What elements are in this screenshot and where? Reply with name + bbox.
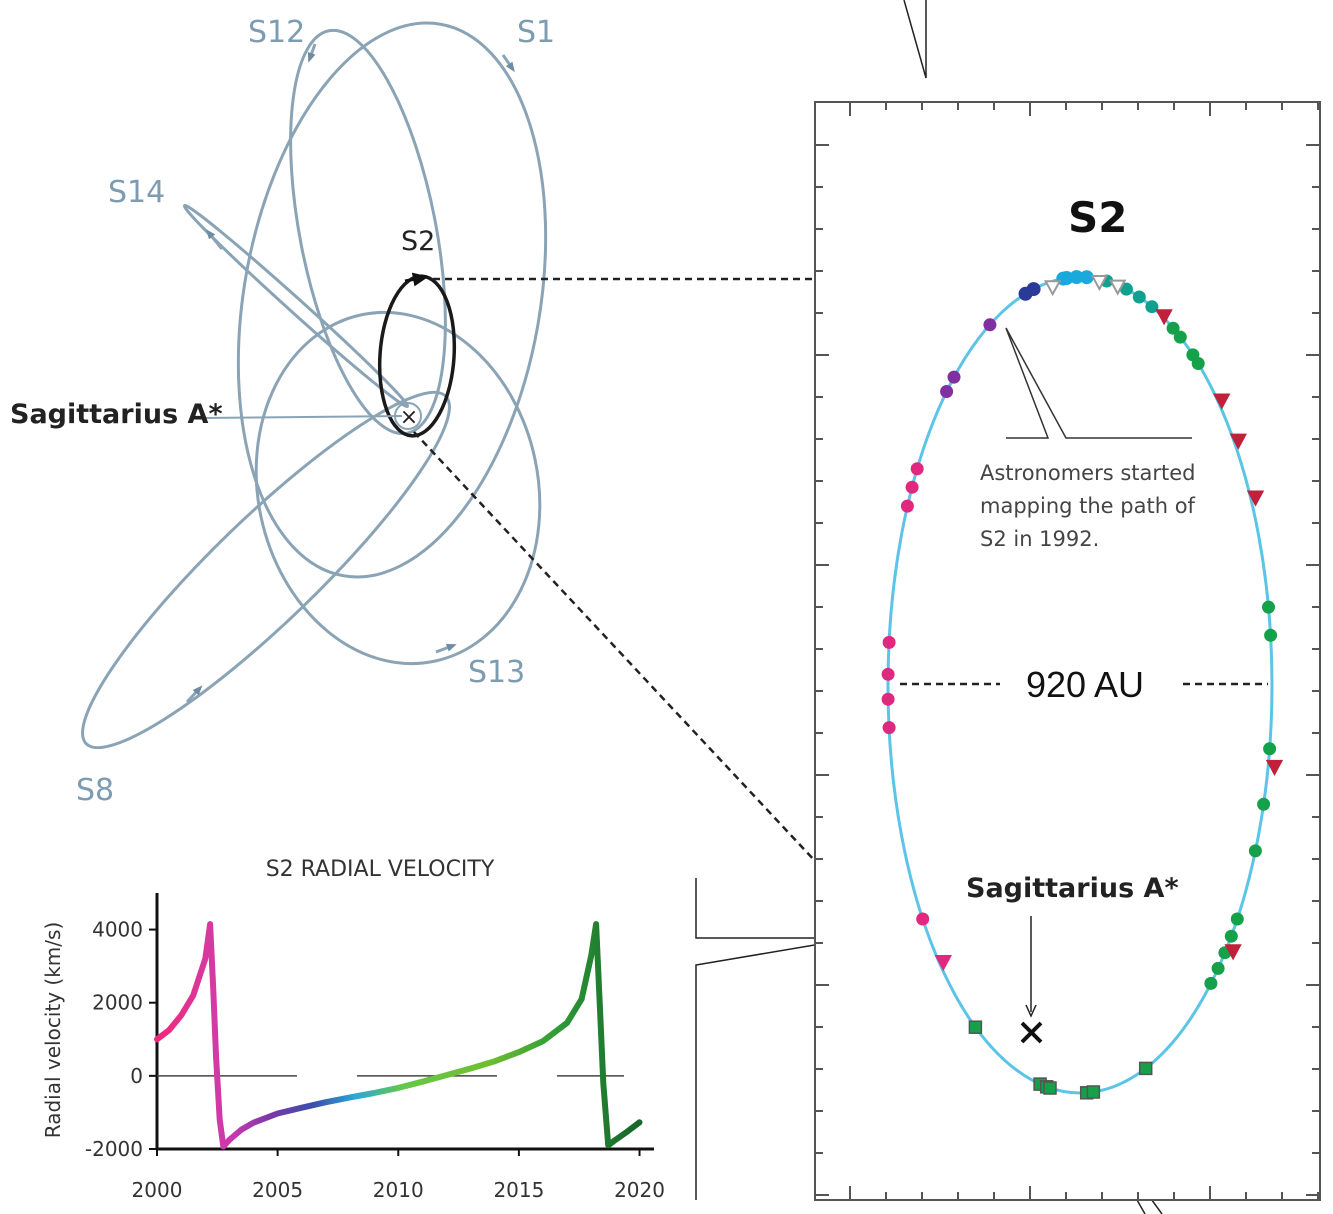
x-tick-label: 2010 — [373, 1178, 424, 1202]
note-line-3: S2 in 1992. — [980, 527, 1099, 551]
observation-box — [1086, 1085, 1101, 1099]
radial-velocity-curve — [154, 921, 643, 1150]
orbit-s14 — [182, 203, 410, 409]
chart-title: S2 RADIAL VELOCITY — [266, 857, 495, 882]
observation-dot — [916, 912, 930, 926]
observation-triangle — [1043, 280, 1062, 297]
observation-dot — [900, 499, 914, 513]
orbit-s12 — [289, 28, 447, 436]
y-tick-label: 0 — [130, 1064, 143, 1088]
observation-triangle — [1213, 393, 1231, 410]
star-label-s13: S13 — [468, 655, 525, 690]
observation-box — [968, 1020, 983, 1034]
star-label-s12: S12 — [248, 15, 305, 50]
observation-box — [1138, 1061, 1153, 1076]
observation-dot — [1262, 600, 1275, 614]
observation-triangle — [1265, 759, 1284, 776]
note-callout-lines — [1005, 327, 1050, 439]
star-label-s8: S8 — [76, 773, 114, 808]
observation-dot — [1132, 290, 1146, 304]
observation-triangle — [1090, 274, 1109, 292]
y-tick-label: -2000 — [85, 1137, 143, 1161]
observation-dot — [1263, 742, 1277, 756]
observation-dot — [1018, 286, 1033, 301]
x-tick-label: 2005 — [252, 1178, 303, 1202]
observation-dot — [947, 370, 961, 384]
x-tick-label: 2000 — [132, 1178, 183, 1202]
observation-dot — [882, 635, 896, 649]
observation-dot — [1079, 270, 1094, 285]
sgr-a-label-left: Sagittarius A* — [10, 399, 223, 430]
observation-dot — [1166, 321, 1180, 335]
y-tick-label: 4000 — [92, 918, 143, 942]
observation-dot — [1145, 300, 1159, 314]
observation-dot — [1257, 797, 1271, 811]
observation-dot — [1191, 357, 1205, 370]
observation-triangle — [1229, 433, 1247, 450]
star-label-s14: S14 — [108, 175, 165, 210]
observation-triangle — [1109, 279, 1127, 296]
star-label-s2: S2 — [401, 226, 435, 257]
observation-triangle — [934, 955, 952, 972]
s2-panel-title: S2 — [1068, 193, 1127, 242]
observation-dot — [905, 480, 919, 494]
x-tick-label: 2015 — [493, 1178, 544, 1202]
sgr-a-cross-left: × — [400, 405, 418, 430]
observation-dot — [983, 318, 997, 332]
orbit-s13 — [254, 310, 542, 666]
observation-triangle — [1246, 490, 1265, 507]
note-line-1: Astronomers started — [980, 461, 1196, 485]
observation-triangle — [1224, 944, 1242, 961]
observation-dot — [940, 385, 954, 398]
observation-dot — [1211, 961, 1225, 975]
observation-triangle — [1155, 309, 1173, 326]
orbit-s1 — [236, 21, 548, 579]
observation-dot — [1264, 628, 1278, 642]
observation-dot — [1173, 330, 1187, 344]
y-axis-label: Radial velocity (km/s) — [41, 922, 65, 1138]
x-tick-label: 2020 — [614, 1178, 665, 1202]
observation-dot — [1069, 270, 1084, 285]
y-tick-label: 2000 — [92, 991, 143, 1015]
radial-velocity-chart: S2 RADIAL VELOCITY Radial velocity (km/s… — [41, 857, 665, 1202]
observation-dot — [882, 721, 896, 735]
observation-dot — [910, 462, 924, 476]
note-line-2: mapping the path of — [980, 494, 1196, 518]
orbits-panel: × S12 S1 S14 S2 S13 S8 Sagittarius A* — [10, 15, 555, 808]
sgr-a-label-right: Sagittarius A* — [966, 873, 1179, 904]
observation-dot — [1224, 929, 1238, 943]
observation-dot — [1204, 976, 1218, 990]
s2-orbit-panel: 920 AU S2 Astronomers started mapping th… — [814, 101, 1321, 1201]
observation-dot — [1119, 282, 1133, 296]
sgr-a-cross-right — [1020, 1021, 1043, 1044]
star-label-s1: S1 — [517, 15, 555, 50]
width-label-920au: 920 AU — [1026, 664, 1144, 705]
observation-dot — [881, 692, 895, 706]
observation-dot — [1248, 844, 1262, 858]
observation-box — [1043, 1081, 1057, 1095]
observation-dot — [881, 667, 895, 681]
s2-panel-frame — [814, 101, 1321, 1201]
observation-dot — [1230, 912, 1244, 926]
